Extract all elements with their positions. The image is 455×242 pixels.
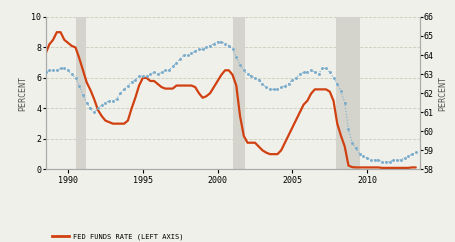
Y-axis label: PERCENT: PERCENT — [18, 76, 27, 111]
Bar — [76, 17, 86, 169]
Legend: FED FUNDS RATE (LEFT AXIS), EMPLOYMENT-TO-POPULATION RATIO, 16 YEARS AND OLDER,
: FED FUNDS RATE (LEFT AXIS), EMPLOYMENT-T… — [49, 231, 292, 242]
Bar — [335, 17, 359, 169]
Bar — [232, 17, 244, 169]
Y-axis label: PERCENT: PERCENT — [437, 76, 446, 111]
